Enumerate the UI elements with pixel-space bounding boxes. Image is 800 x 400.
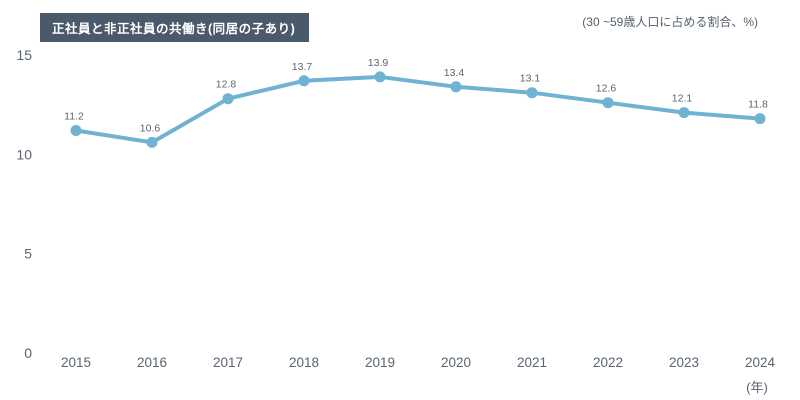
y-axis-tick-label: 5 [24,246,32,262]
chart-unit-note: (30 ~59歳人口に占める割合、%) [582,15,758,29]
y-axis-tick-label: 15 [16,47,32,63]
series-line [74,74,762,145]
x-axis-tick-label: 2016 [137,355,167,370]
data-point-label: 13.7 [292,61,313,73]
data-point-label: 12.6 [596,83,617,95]
y-axis-tick-label: 10 [16,146,32,162]
data-point-label: 13.9 [368,57,389,69]
x-axis-tick-label: 2022 [593,355,623,370]
data-point-label: 11.2 [64,111,84,123]
data-point-marker [146,136,158,148]
data-point-marker [70,125,82,136]
x-axis-tick-label: 2019 [365,355,395,370]
data-point-label: 11.8 [748,99,768,111]
x-axis-tick-label: 2017 [213,355,243,370]
data-point-marker [298,75,310,87]
x-axis-unit-label: (年) [746,380,768,395]
x-axis-tick-label: 2018 [289,355,319,370]
x-axis-tick-label: 2023 [669,355,699,370]
data-point-marker [222,93,234,105]
x-axis-tick-label: 2024 [745,355,776,370]
y-axis-tick-label: 0 [24,345,32,361]
x-axis-tick-label: 2020 [441,355,471,370]
data-point-label: 13.1 [520,73,541,85]
data-point-marker [374,71,386,83]
data-point-marker [754,113,766,125]
x-axis-tick-label: 2015 [61,355,91,370]
chart-title: 正社員と非正社員の共働き(同居の子あり) [40,13,310,42]
data-point-marker [450,81,462,93]
data-point-label: 12.1 [672,93,693,105]
data-point-label: 10.6 [140,122,161,134]
data-point-marker [526,87,538,99]
data-point-marker [678,107,690,119]
data-point-label: 13.4 [444,67,465,79]
data-point-marker [602,97,614,109]
data-point-label: 12.8 [216,79,237,91]
x-axis-tick-label: 2021 [517,355,547,370]
